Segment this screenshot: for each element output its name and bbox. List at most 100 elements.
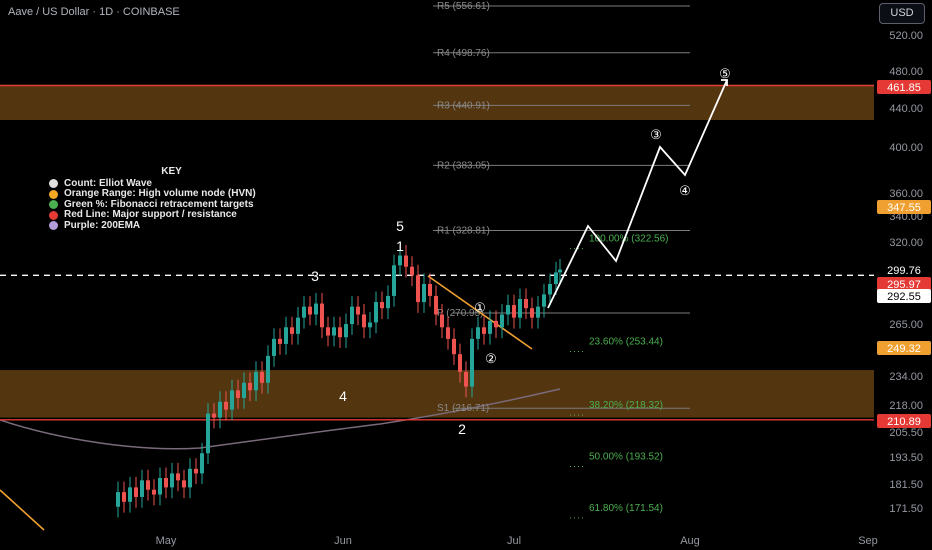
candle-body <box>440 314 444 328</box>
candle <box>188 458 192 499</box>
candle-body <box>434 295 438 315</box>
candle <box>374 291 378 334</box>
candle <box>254 361 258 402</box>
legend-dot <box>49 210 58 220</box>
legend-item: Red Line: Major support / resistance <box>49 209 294 221</box>
legend-label: Orange Range: High volume node (HVN) <box>64 188 256 199</box>
candle <box>152 479 156 506</box>
candle-body <box>230 390 234 410</box>
price-badge: 461.85 <box>877 80 931 94</box>
candle-body <box>416 275 420 303</box>
legend-label: Red Line: Major support / resistance <box>64 209 237 220</box>
fib-label: 23.60% (253.44) <box>589 336 663 347</box>
projection-count-label: ⑤ <box>719 66 731 81</box>
y-tick-label: 440.00 <box>889 103 923 115</box>
symbol-header: Aave / US Dollar · 1D · COINBASE <box>8 6 180 18</box>
candle <box>326 316 330 347</box>
candle <box>134 476 138 508</box>
candle <box>356 296 360 326</box>
candle <box>362 303 366 339</box>
candle <box>308 296 312 326</box>
candle <box>224 391 228 421</box>
candle <box>248 372 252 402</box>
price-badge-text: 249.32 <box>887 343 921 355</box>
x-tick-label: Sep <box>858 535 878 547</box>
candle <box>302 296 306 329</box>
candle <box>242 372 246 409</box>
candle-body <box>134 487 138 497</box>
candle-body <box>386 295 390 309</box>
candle-body <box>320 303 324 328</box>
candle-body <box>380 302 384 309</box>
candle-body <box>182 480 186 488</box>
candle <box>512 294 516 329</box>
candle-body <box>332 327 336 336</box>
fib-label: 50.00% (193.52) <box>589 451 663 462</box>
pivot-label: R2 (383.05) <box>437 160 490 171</box>
candle-body <box>278 338 282 344</box>
y-tick-label: 171.50 <box>889 503 923 515</box>
candle <box>158 467 162 506</box>
price-badge: 299.76 <box>877 263 931 277</box>
pivot-label: S1 (216.71) <box>437 403 489 414</box>
pivot-label: R3 (440.91) <box>437 100 490 111</box>
legend-label: Green %: Fibonacci retracement targets <box>64 198 254 210</box>
candle <box>212 403 216 429</box>
candle <box>350 296 354 335</box>
candle <box>530 297 534 329</box>
candle <box>488 310 492 345</box>
candle <box>344 313 348 348</box>
candle <box>122 481 126 513</box>
trend-line <box>0 489 45 531</box>
candle <box>194 458 198 485</box>
candle-body <box>218 401 222 418</box>
x-tick-label: Jul <box>507 535 521 547</box>
candle <box>206 403 210 465</box>
candle <box>536 296 540 329</box>
candle-body <box>374 302 378 323</box>
projection-count-label: ② <box>485 351 497 366</box>
candle <box>236 379 240 409</box>
projection-count-label: ④ <box>679 183 691 198</box>
candle-body <box>152 489 156 495</box>
candle <box>548 273 552 306</box>
candle <box>518 288 522 329</box>
candle <box>182 469 186 499</box>
y-tick-label: 320.00 <box>889 237 923 249</box>
candle-body <box>254 371 258 391</box>
candle <box>482 316 486 345</box>
candle <box>260 361 264 394</box>
price-badge-bg <box>877 414 931 428</box>
candle-body <box>146 480 150 490</box>
price-badge-bg <box>877 289 931 303</box>
candle-body <box>122 492 126 502</box>
candle-body <box>140 480 144 497</box>
candle-body <box>236 390 240 398</box>
candle <box>140 469 144 508</box>
candle-body <box>542 294 546 307</box>
candle <box>558 259 562 284</box>
candle <box>446 316 450 350</box>
y-tick-label: 218.00 <box>889 400 923 412</box>
candle-body <box>392 265 396 296</box>
fib-label: 100.00% (322.56) <box>589 234 669 245</box>
y-tick-label: 400.00 <box>889 142 923 154</box>
wave-label: 5 <box>396 218 404 234</box>
candle-body <box>452 338 456 355</box>
hvn-zone <box>0 370 874 418</box>
y-tick-label: 205.50 <box>889 427 923 439</box>
y-tick-label: 520.00 <box>889 30 923 42</box>
price-badge: 295.97 <box>877 277 931 291</box>
projection-path <box>547 79 728 309</box>
candle <box>164 467 168 499</box>
candle-body <box>260 371 264 383</box>
y-tick-label: 480.00 <box>889 66 923 78</box>
wave-label: 4 <box>339 388 347 404</box>
currency-button[interactable]: USD <box>879 3 925 24</box>
price-badge-bg <box>877 263 931 277</box>
candle <box>332 316 336 347</box>
candle <box>524 288 528 320</box>
price-badge-bg <box>877 277 931 291</box>
candle <box>464 361 468 398</box>
